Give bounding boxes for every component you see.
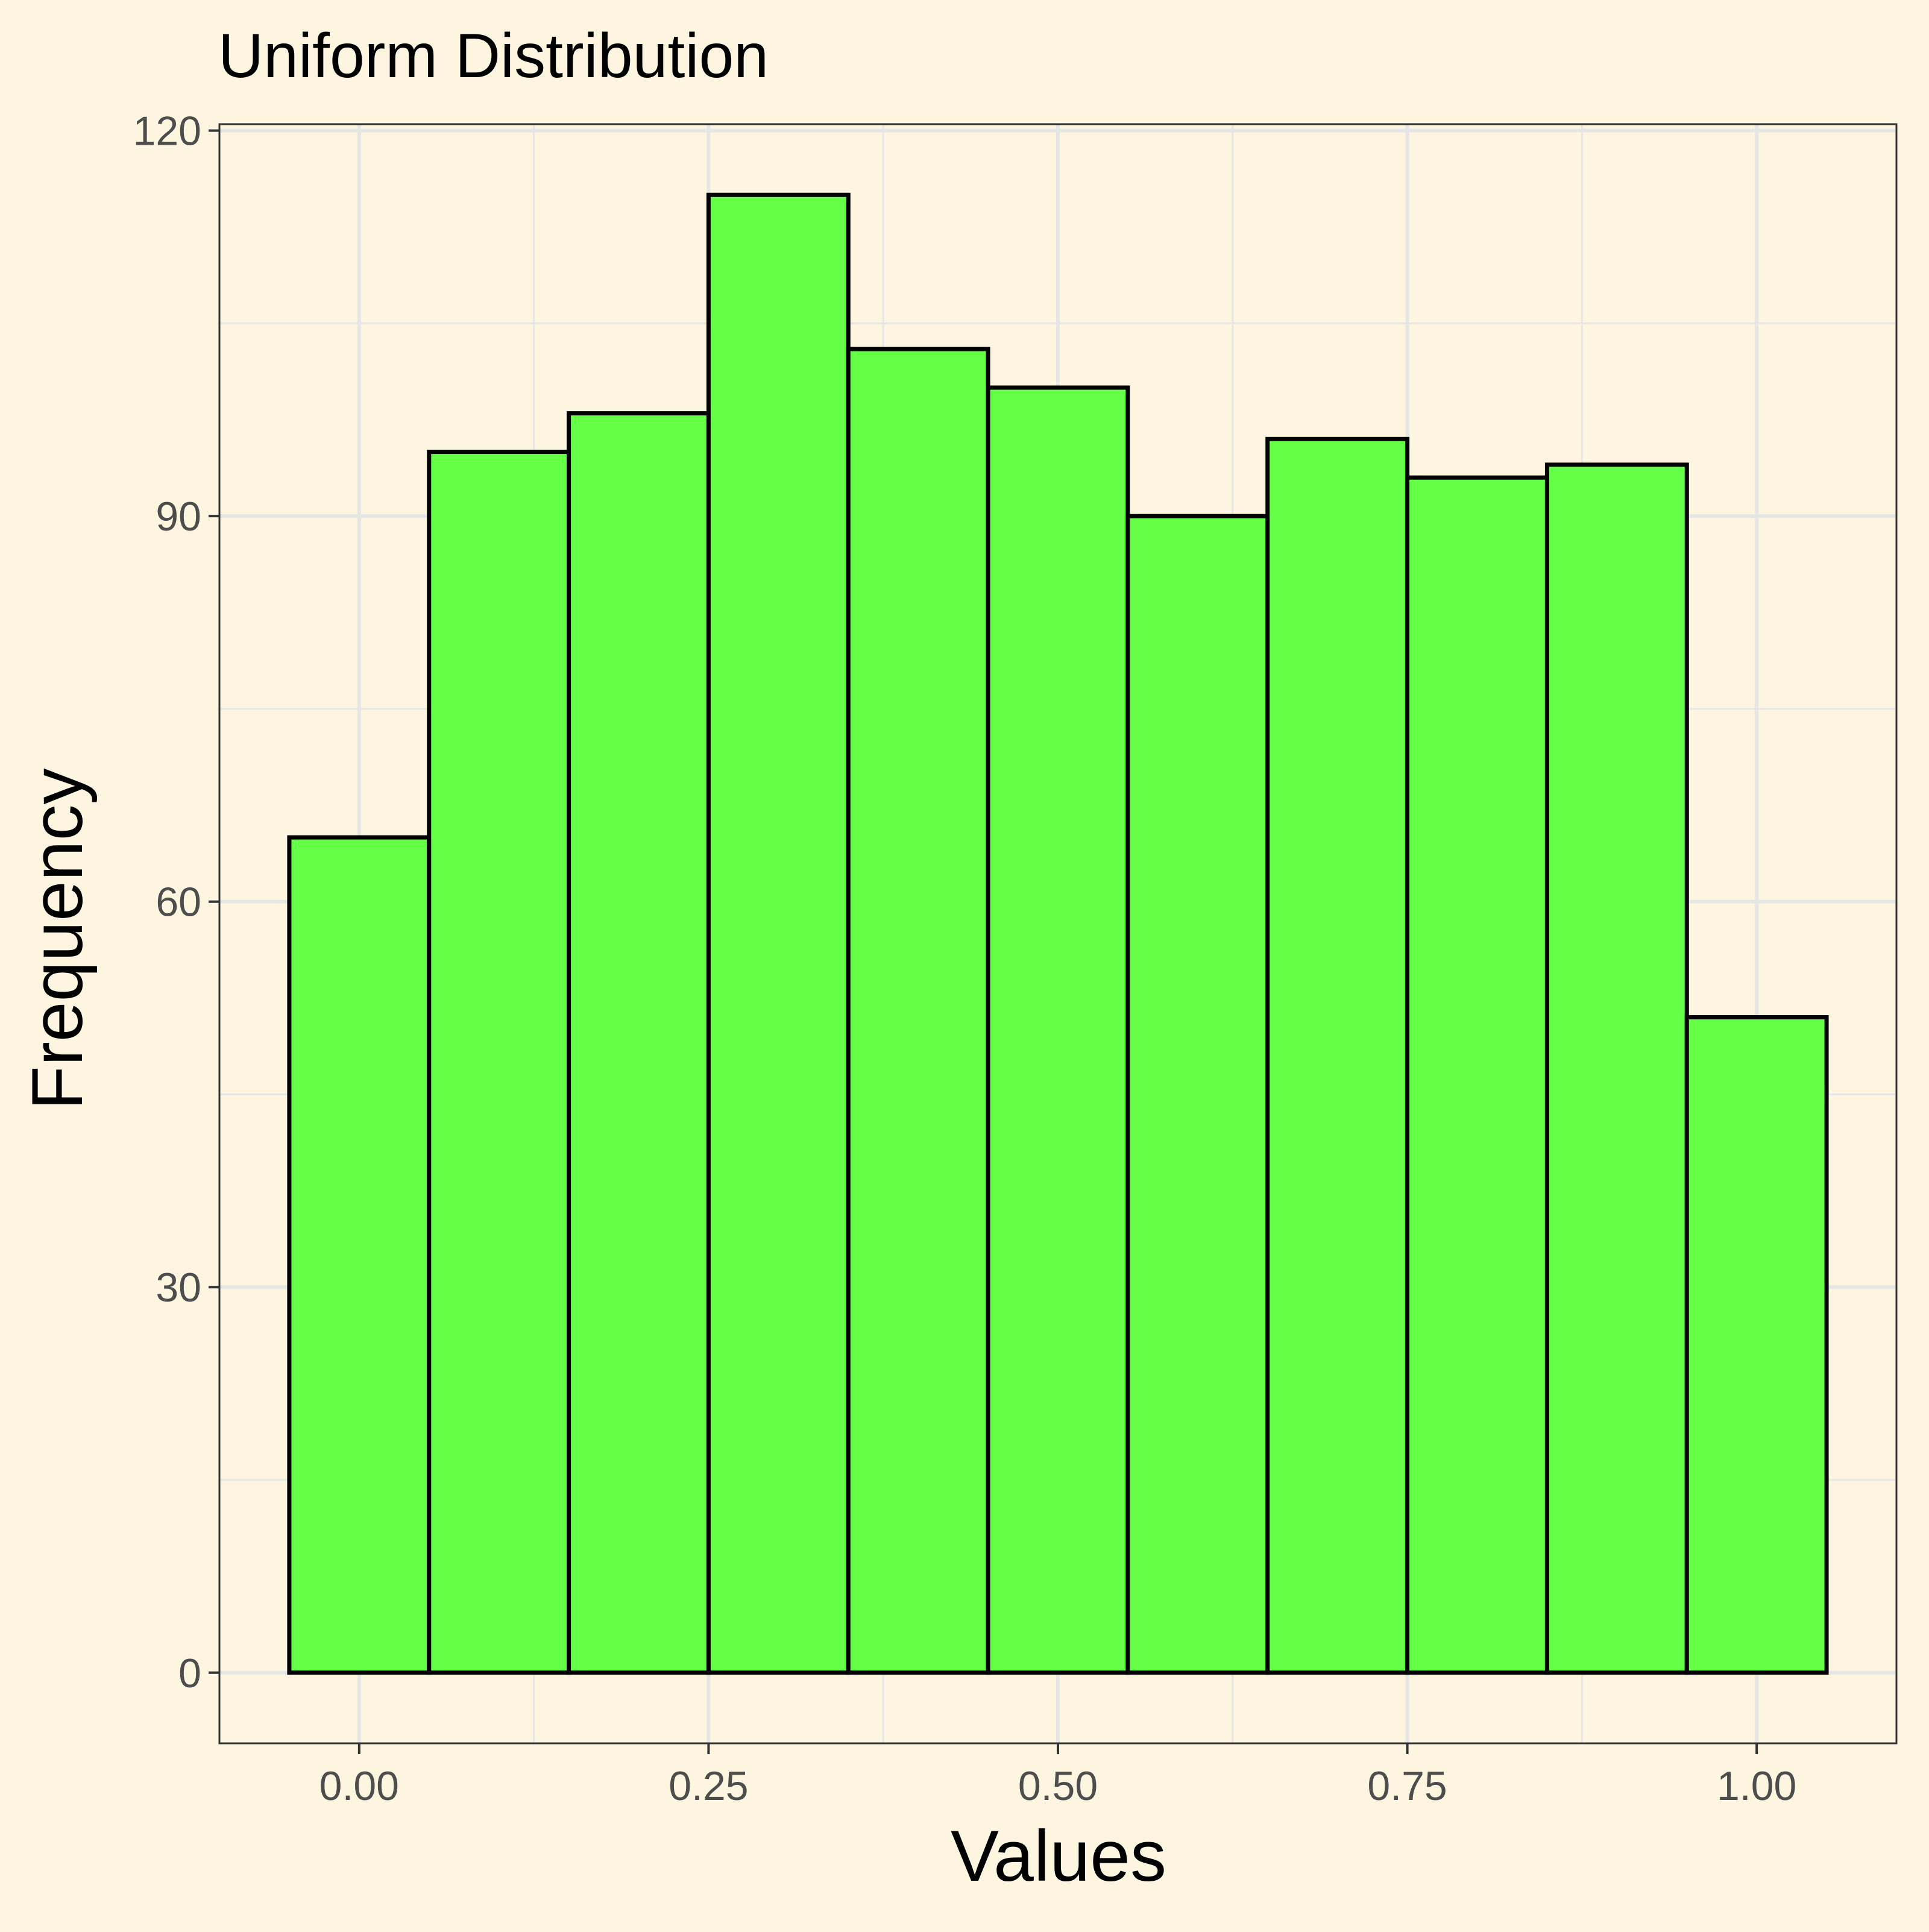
chart-title: Uniform Distribution [218,21,769,91]
histogram-bar [567,411,711,1675]
x-tick-label: 0.50 [1018,1763,1098,1809]
y-tick-label: 30 [156,1265,201,1311]
x-tick-label: 0.75 [1367,1763,1447,1809]
y-axis-title: Frequency [17,769,98,1110]
y-tick-label: 90 [156,494,201,540]
histogram-bar [427,450,571,1675]
y-tick-label: 60 [156,879,201,925]
histogram-bar [1125,514,1270,1675]
axis-ticks: 0.00 0.25 0.50 0.75 1.00 0 30 60 90 120 [133,109,1797,1809]
histogram-bar [706,192,851,1675]
x-tick-label: 0.25 [669,1763,748,1809]
x-tick-label: 1.00 [1717,1763,1796,1809]
x-axis-title: Values [951,1816,1166,1896]
histogram-bar [846,347,990,1675]
y-tick-label: 0 [178,1650,201,1696]
histogram-bar [1405,475,1549,1675]
histogram-bar [986,385,1130,1675]
histogram-bar [1265,436,1410,1675]
histogram-bar [1544,462,1689,1675]
histogram-bar [287,835,432,1675]
histogram-bars [287,192,1829,1675]
x-tick-label: 0.00 [319,1763,399,1809]
histogram-bar [1684,1015,1829,1675]
y-tick-label: 120 [133,109,201,154]
